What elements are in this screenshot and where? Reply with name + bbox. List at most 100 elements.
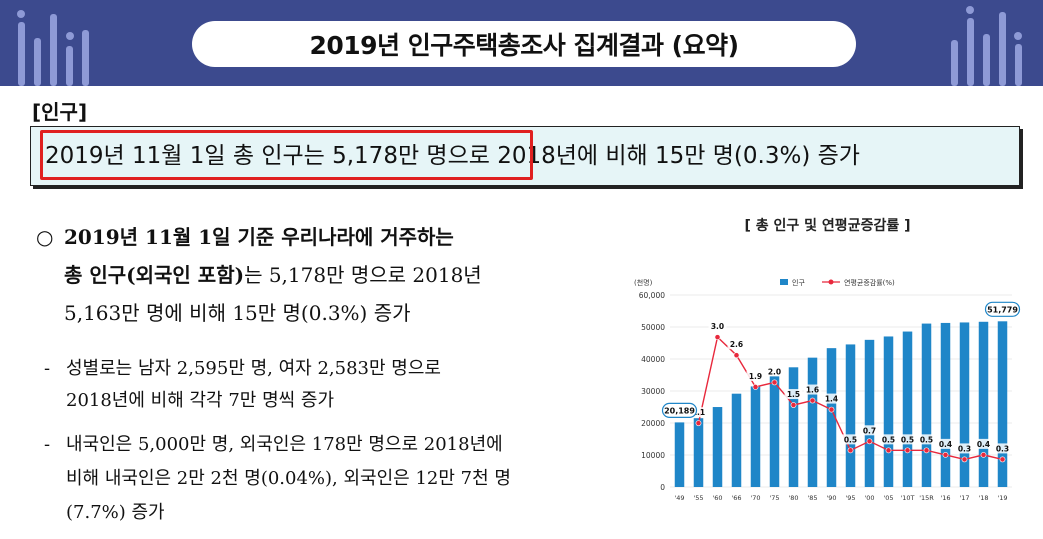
bar-population [712,407,723,487]
rate-data-label: 0.5 [920,435,933,444]
rate-point [923,447,930,454]
y-tick-label: 0 [660,483,665,492]
main-bullet-line-3: 5,163만 명에 비해 15만 명(0.3%) 증가 [64,301,411,325]
rate-label-bg [955,443,974,454]
rate-data-label: 0.4 [939,440,952,449]
page-title: 2019년 인구주택총조사 집계결과 (요약) [309,31,739,60]
section-label: [인구] [32,100,88,124]
bar-population [921,323,932,487]
callout-label: 20,189 [664,406,695,415]
x-tick-label: '05 [883,494,893,502]
x-tick-label: '66 [731,494,741,502]
rate-data-label: 0.3 [958,444,971,453]
rate-point [695,420,702,427]
summary-box: 2019년 11월 1일 총 인구는 5,178만 명으로 2018년에 비해 … [30,126,1020,186]
rate-point [752,384,759,390]
highlight-annotation [40,130,533,180]
legend-label-rate: 연평균증감률(%) [844,278,895,287]
x-tick-label: '55 [693,494,703,502]
rate-data-label: 1.4 [825,395,838,404]
rate-label-bg [689,407,708,418]
y-tick-label: 60,000 [639,291,665,300]
bar-population [674,422,685,487]
bar-population [959,322,970,487]
rate-point [999,456,1006,463]
bar-population [940,322,951,487]
rate-label-bg [993,443,1012,454]
rate-point [847,447,854,454]
rate-point [733,352,740,359]
title-banner: 2019년 인구주택총조사 집계결과 (요약) [0,0,1043,86]
main-bullet-line-2: 는 5,178만 명으로 2018년 [244,263,482,287]
x-tick-label: '15R [919,494,934,502]
y-tick-label: 40000 [641,355,665,364]
title-pill: 2019년 인구주택총조사 집계결과 (요약) [192,21,856,67]
rate-label-bg [860,425,879,436]
x-tick-label: '16 [940,494,950,502]
x-tick-label: '49 [674,494,684,502]
sub-bullet-gender-line-1: 성별로는 남자 2,595만 명, 여자 2,583만 명으로 [66,358,441,379]
bar-population [845,344,856,487]
x-tick-label: '60 [712,494,722,502]
rate-label-bg [765,366,784,377]
x-tick-label: '85 [807,494,817,502]
rate-label-bg [803,384,822,395]
rate-data-label: 1.6 [806,386,819,395]
rate-data-label: 0.5 [844,435,857,444]
bar-population [750,386,761,487]
rate-label-bg [974,438,993,449]
sub-bullet-nationality-line-3: (7.7%) 증가 [66,502,165,523]
rate-data-label: 2.0 [768,367,781,376]
rate-point [809,397,816,404]
circle-bullet-marker: ○ [36,225,54,249]
rate-point [828,406,835,413]
x-tick-label: '75 [769,494,779,502]
x-tick-label: '18 [978,494,988,502]
x-tick-label: '00 [864,494,874,502]
rate-data-label: 0.5 [882,435,895,444]
sub-bullet-nationality-line-2: 비해 내국인은 2만 2천 명(0.04%), 외국인은 12만 7천 명 [66,468,511,489]
rate-data-label: 0.4 [977,440,990,449]
rate-point [771,379,778,386]
bar-population [769,376,780,487]
callout-box [661,402,698,418]
banner-decoration-right [923,0,1043,86]
x-tick-label: '17 [959,494,969,502]
bar-population [826,348,837,487]
bar-population [693,418,704,487]
legend-bar-swatch [780,279,788,285]
bar-population [731,393,742,487]
y-axis-unit-label: (천명) [634,278,653,287]
bar-population [883,336,894,487]
x-tick-label: '90 [826,494,836,502]
x-tick-label: '10T [900,494,914,502]
y-tick-label: 20000 [641,419,665,428]
summary-text: 2019년 11월 1일 총 인구는 5,178만 명으로 2018년에 비해 … [45,143,860,169]
rate-data-label: 0.3 [996,444,1009,453]
rate-data-label: 0.7 [863,426,876,435]
x-tick-label: '19 [997,494,1007,502]
rate-data-label: 1.1 [692,408,705,417]
rate-point [790,402,797,408]
bar-population [902,331,913,487]
bar-population [788,367,799,487]
main-bullet-line-1: 2019년 11월 1일 기준 우리나라에 거주하는 [64,225,454,249]
rate-data-label: 2.6 [730,340,743,349]
rate-data-label: 1.9 [749,372,762,381]
bar-population [864,339,875,487]
rate-label-bg [936,438,955,449]
x-tick-label: '80 [788,494,798,502]
rate-point [942,451,949,458]
rate-point [980,451,987,458]
rate-label-bg [898,434,917,445]
legend-label-population: 인구 [792,278,805,287]
rate-label-bg [746,370,765,381]
rate-point [904,447,911,454]
bar-population [807,357,818,487]
rate-label-bg [708,321,727,332]
rate-label-bg [917,434,936,445]
banner-decoration-left [0,0,120,86]
rate-label-bg [822,393,841,404]
y-tick-label: 30000 [641,387,665,396]
population-chart: [ 총 인구 및 연평균증감률 ] (천명) 인구 연평균증감률(%) 0 10000 2… [630,215,1025,515]
